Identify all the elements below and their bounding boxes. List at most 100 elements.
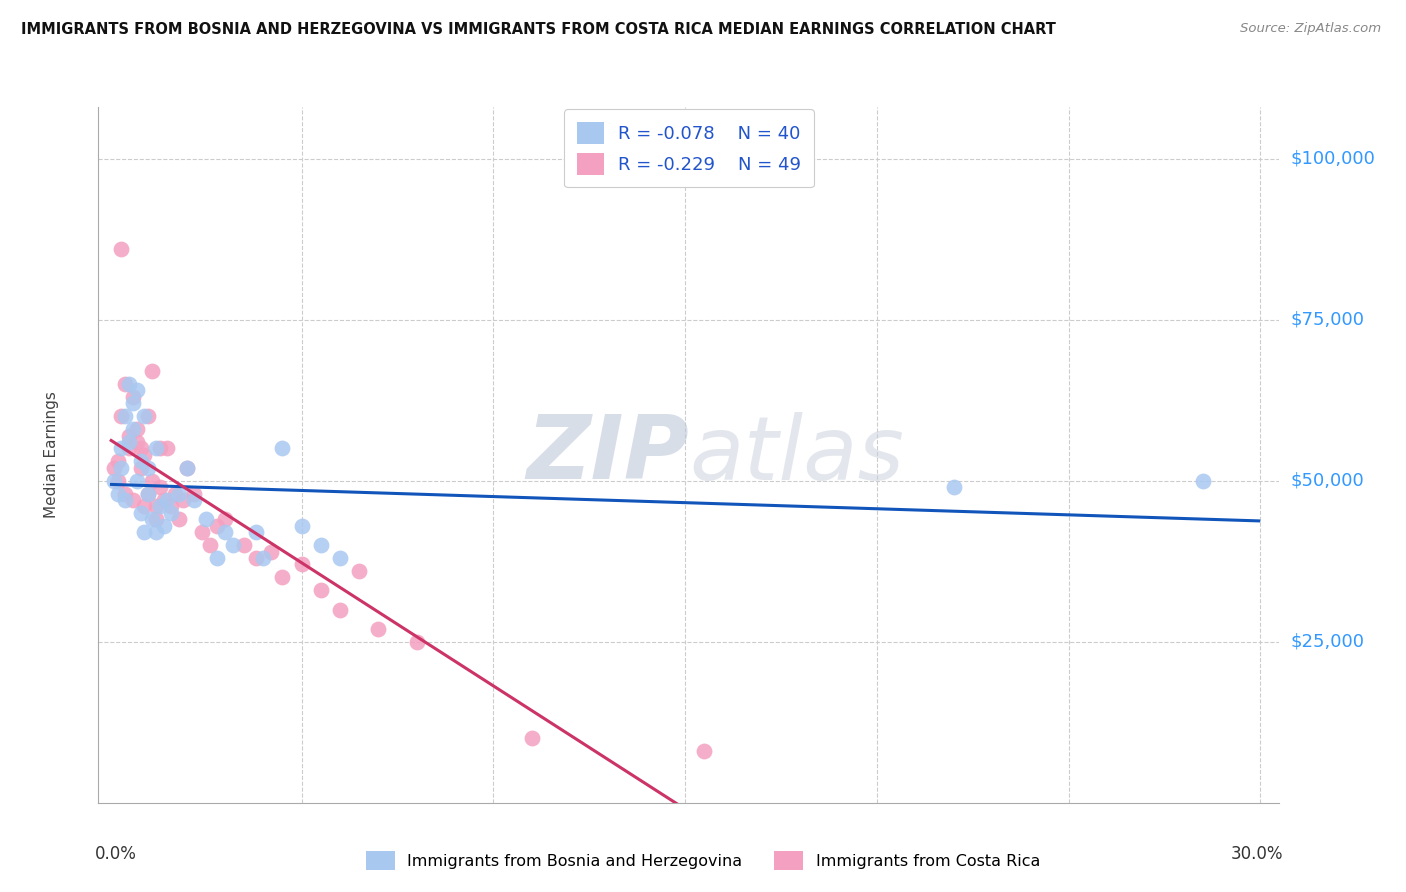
Point [221, 538, 243, 552]
Point [149, 480, 172, 494]
Point [156, 493, 179, 508]
Point [214, 512, 236, 526]
Point [125, 435, 148, 450]
Point [245, 551, 267, 566]
Point [291, 558, 314, 572]
Legend: R = -0.078    N = 40, R = -0.229    N = 49: R = -0.078 N = 40, R = -0.229 N = 49 [564, 109, 814, 187]
Point [136, 409, 159, 424]
Point [145, 525, 167, 540]
Point [520, 731, 543, 746]
Point [134, 500, 156, 514]
Point [118, 435, 141, 450]
Text: atlas: atlas [689, 412, 904, 498]
Point [1191, 474, 1213, 488]
Point [207, 518, 229, 533]
Point [141, 364, 163, 378]
Point [309, 583, 332, 598]
Point [271, 570, 294, 584]
Point [129, 454, 152, 468]
Point [136, 486, 159, 500]
Point [114, 377, 136, 392]
Point [167, 512, 190, 526]
Point [329, 551, 352, 566]
Point [693, 744, 716, 758]
Point [191, 525, 214, 540]
Point [118, 377, 141, 392]
Text: IMMIGRANTS FROM BOSNIA AND HERZEGOVINA VS IMMIGRANTS FROM COSTA RICA MEDIAN EARN: IMMIGRANTS FROM BOSNIA AND HERZEGOVINA V… [21, 22, 1056, 37]
Point [145, 500, 167, 514]
Point [183, 486, 205, 500]
Point [129, 442, 152, 456]
Text: 0.0%: 0.0% [94, 845, 136, 863]
Point [260, 544, 283, 558]
Point [145, 512, 167, 526]
Point [367, 622, 389, 636]
Text: $75,000: $75,000 [1291, 310, 1365, 328]
Point [122, 390, 145, 404]
Point [183, 493, 205, 508]
Point [136, 460, 159, 475]
Text: 30.0%: 30.0% [1230, 845, 1284, 863]
Point [172, 493, 194, 508]
Point [141, 474, 163, 488]
Point [122, 396, 145, 410]
Point [329, 602, 352, 616]
Point [110, 409, 132, 424]
Point [118, 442, 141, 456]
Point [405, 634, 427, 648]
Point [110, 460, 132, 475]
Point [167, 486, 190, 500]
Point [271, 442, 294, 456]
Point [129, 506, 152, 520]
Point [107, 486, 129, 500]
Point [149, 442, 172, 456]
Point [114, 493, 136, 508]
Point [136, 486, 159, 500]
Point [152, 493, 174, 508]
Point [118, 428, 141, 442]
Point [110, 442, 132, 456]
Point [156, 442, 179, 456]
Point [942, 480, 965, 494]
Point [291, 518, 314, 533]
Point [129, 460, 152, 475]
Point [160, 506, 183, 520]
Point [145, 442, 167, 456]
Point [114, 486, 136, 500]
Point [347, 564, 370, 578]
Point [103, 474, 125, 488]
Point [252, 551, 274, 566]
Text: $50,000: $50,000 [1291, 472, 1364, 490]
Point [245, 525, 267, 540]
Point [134, 525, 156, 540]
Point [107, 454, 129, 468]
Point [134, 409, 156, 424]
Point [110, 242, 132, 256]
Point [141, 512, 163, 526]
Point [309, 538, 332, 552]
Point [122, 422, 145, 436]
Point [122, 493, 145, 508]
Legend: Immigrants from Bosnia and Herzegovina, Immigrants from Costa Rica: Immigrants from Bosnia and Herzegovina, … [360, 845, 1046, 877]
Text: $25,000: $25,000 [1291, 632, 1365, 651]
Point [160, 500, 183, 514]
Point [214, 525, 236, 540]
Point [198, 538, 221, 552]
Point [107, 474, 129, 488]
Point [125, 474, 148, 488]
Point [194, 512, 217, 526]
Text: Source: ZipAtlas.com: Source: ZipAtlas.com [1240, 22, 1381, 36]
Point [152, 518, 174, 533]
Point [176, 460, 198, 475]
Point [114, 409, 136, 424]
Point [165, 486, 187, 500]
Text: ZIP: ZIP [526, 411, 689, 499]
Point [103, 460, 125, 475]
Point [149, 500, 172, 514]
Text: $100,000: $100,000 [1291, 150, 1375, 168]
Point [134, 448, 156, 462]
Text: Median Earnings: Median Earnings [44, 392, 59, 518]
Point [207, 551, 229, 566]
Point [176, 460, 198, 475]
Point [233, 538, 256, 552]
